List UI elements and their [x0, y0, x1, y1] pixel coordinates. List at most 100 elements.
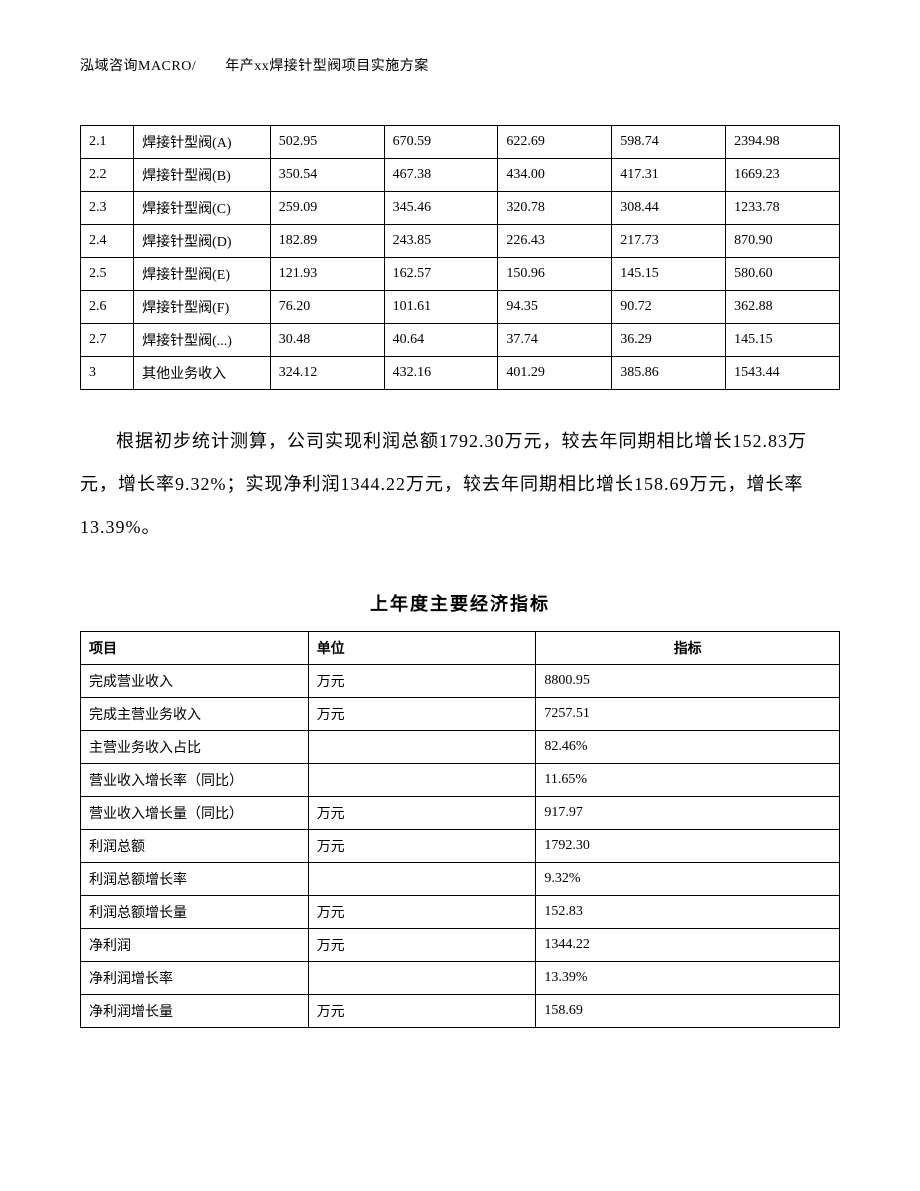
- cell-item: 营业收入增长率（同比）: [81, 763, 309, 796]
- table-row: 2.5 焊接针型阀(E) 121.93 162.57 150.96 145.15…: [81, 258, 840, 291]
- economic-indicators-table: 项目 单位 指标 完成营业收入 万元 8800.95 完成主营业务收入 万元 7…: [80, 631, 840, 1028]
- cell-item: 净利润: [81, 928, 309, 961]
- cell-value: 182.89: [270, 225, 384, 258]
- table-row: 完成营业收入 万元 8800.95: [81, 664, 840, 697]
- header-indicator: 指标: [536, 631, 840, 664]
- cell-value: 467.38: [384, 159, 498, 192]
- table-row: 2.7 焊接针型阀(...) 30.48 40.64 37.74 36.29 1…: [81, 324, 840, 357]
- cell-item: 利润总额增长量: [81, 895, 309, 928]
- cell-value: 36.29: [612, 324, 726, 357]
- cell-id: 2.4: [81, 225, 134, 258]
- header-item: 项目: [81, 631, 309, 664]
- cell-unit: 万元: [308, 664, 536, 697]
- cell-unit: 万元: [308, 796, 536, 829]
- cell-indicator: 1792.30: [536, 829, 840, 862]
- cell-value: 2394.98: [726, 126, 840, 159]
- cell-value: 385.86: [612, 357, 726, 390]
- cell-value: 345.46: [384, 192, 498, 225]
- cell-value: 622.69: [498, 126, 612, 159]
- cell-value: 598.74: [612, 126, 726, 159]
- cell-indicator: 82.46%: [536, 730, 840, 763]
- cell-value: 94.35: [498, 291, 612, 324]
- cell-product: 焊接针型阀(D): [134, 225, 271, 258]
- cell-product: 焊接针型阀(C): [134, 192, 271, 225]
- cell-value: 502.95: [270, 126, 384, 159]
- cell-id: 2.6: [81, 291, 134, 324]
- cell-product: 焊接针型阀(E): [134, 258, 271, 291]
- cell-value: 1233.78: [726, 192, 840, 225]
- cell-indicator: 8800.95: [536, 664, 840, 697]
- cell-item: 净利润增长率: [81, 961, 309, 994]
- cell-unit: [308, 763, 536, 796]
- cell-unit: [308, 730, 536, 763]
- table-row: 营业收入增长率（同比） 11.65%: [81, 763, 840, 796]
- cell-product: 其他业务收入: [134, 357, 271, 390]
- cell-indicator: 9.32%: [536, 862, 840, 895]
- table-row: 2.3 焊接针型阀(C) 259.09 345.46 320.78 308.44…: [81, 192, 840, 225]
- cell-indicator: 1344.22: [536, 928, 840, 961]
- cell-value: 1669.23: [726, 159, 840, 192]
- cell-id: 2.3: [81, 192, 134, 225]
- cell-unit: 万元: [308, 928, 536, 961]
- cell-value: 350.54: [270, 159, 384, 192]
- table-row: 主营业务收入占比 82.46%: [81, 730, 840, 763]
- cell-value: 145.15: [612, 258, 726, 291]
- cell-value: 434.00: [498, 159, 612, 192]
- cell-value: 226.43: [498, 225, 612, 258]
- cell-value: 308.44: [612, 192, 726, 225]
- cell-value: 401.29: [498, 357, 612, 390]
- table-row: 利润总额增长量 万元 152.83: [81, 895, 840, 928]
- table-row: 2.2 焊接针型阀(B) 350.54 467.38 434.00 417.31…: [81, 159, 840, 192]
- cell-indicator: 13.39%: [536, 961, 840, 994]
- cell-unit: 万元: [308, 994, 536, 1027]
- table-row: 营业收入增长量（同比） 万元 917.97: [81, 796, 840, 829]
- page-header: 泓域咨询MACRO/ 年产xx焊接针型阀项目实施方案: [80, 55, 840, 75]
- product-revenue-table: 2.1 焊接针型阀(A) 502.95 670.59 622.69 598.74…: [80, 125, 840, 390]
- cell-id: 2.1: [81, 126, 134, 159]
- summary-paragraph: 根据初步统计测算，公司实现利润总额1792.30万元，较去年同期相比增长152.…: [80, 420, 840, 550]
- cell-value: 37.74: [498, 324, 612, 357]
- cell-unit: 万元: [308, 895, 536, 928]
- cell-item: 利润总额: [81, 829, 309, 862]
- cell-item: 完成主营业务收入: [81, 697, 309, 730]
- cell-item: 完成营业收入: [81, 664, 309, 697]
- table-header-row: 项目 单位 指标: [81, 631, 840, 664]
- cell-id: 3: [81, 357, 134, 390]
- table-row: 净利润 万元 1344.22: [81, 928, 840, 961]
- cell-item: 利润总额增长率: [81, 862, 309, 895]
- cell-indicator: 7257.51: [536, 697, 840, 730]
- table-row: 利润总额增长率 9.32%: [81, 862, 840, 895]
- table1-body: 2.1 焊接针型阀(A) 502.95 670.59 622.69 598.74…: [81, 126, 840, 390]
- cell-value: 90.72: [612, 291, 726, 324]
- cell-value: 320.78: [498, 192, 612, 225]
- cell-product: 焊接针型阀(F): [134, 291, 271, 324]
- cell-indicator: 917.97: [536, 796, 840, 829]
- cell-value: 40.64: [384, 324, 498, 357]
- cell-item: 营业收入增长量（同比）: [81, 796, 309, 829]
- cell-unit: [308, 961, 536, 994]
- cell-value: 30.48: [270, 324, 384, 357]
- cell-value: 243.85: [384, 225, 498, 258]
- cell-product: 焊接针型阀(B): [134, 159, 271, 192]
- cell-value: 121.93: [270, 258, 384, 291]
- table-row: 2.6 焊接针型阀(F) 76.20 101.61 94.35 90.72 36…: [81, 291, 840, 324]
- cell-value: 362.88: [726, 291, 840, 324]
- cell-indicator: 152.83: [536, 895, 840, 928]
- cell-value: 162.57: [384, 258, 498, 291]
- table-row: 2.4 焊接针型阀(D) 182.89 243.85 226.43 217.73…: [81, 225, 840, 258]
- cell-value: 670.59: [384, 126, 498, 159]
- cell-indicator: 158.69: [536, 994, 840, 1027]
- cell-indicator: 11.65%: [536, 763, 840, 796]
- cell-value: 580.60: [726, 258, 840, 291]
- section-title: 上年度主要经济指标: [80, 590, 840, 616]
- cell-id: 2.7: [81, 324, 134, 357]
- cell-value: 76.20: [270, 291, 384, 324]
- cell-unit: [308, 862, 536, 895]
- cell-value: 101.61: [384, 291, 498, 324]
- cell-product: 焊接针型阀(A): [134, 126, 271, 159]
- table-row: 完成主营业务收入 万元 7257.51: [81, 697, 840, 730]
- cell-value: 1543.44: [726, 357, 840, 390]
- table-row: 利润总额 万元 1792.30: [81, 829, 840, 862]
- table-row: 净利润增长量 万元 158.69: [81, 994, 840, 1027]
- cell-item: 净利润增长量: [81, 994, 309, 1027]
